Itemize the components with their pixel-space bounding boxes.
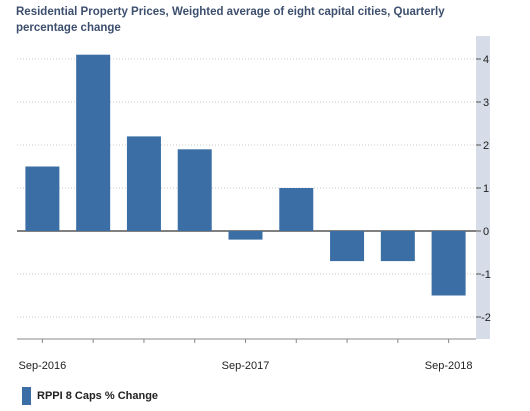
y-tick-label: 3 [483,97,489,109]
legend-label: RPPI 8 Caps % Change [37,390,159,402]
bars [25,54,466,296]
legend[interactable]: RPPI 8 Caps % Change [22,387,158,405]
y-tick-label: 4 [483,54,489,66]
bar [126,136,161,231]
x-tick-label: Sep-2018 [425,360,473,372]
bar [380,231,415,262]
y-tick-label: 1 [483,183,489,195]
bar [177,149,212,231]
legend-swatch [22,387,31,405]
bar [228,231,263,240]
y-tick-label: -2 [481,312,491,324]
bar [25,166,60,231]
y-tick-label: -1 [481,269,491,281]
x-tick-label: Sep-2016 [19,360,67,372]
y-axis-strip [476,36,490,339]
bar [279,188,314,231]
bar [76,54,111,232]
chart-title: Residential Property Prices, Weighted av… [16,6,445,34]
y-tick-label: 2 [483,140,489,152]
y-axis: 4 3 2 1 0 -1 -2 [476,36,491,339]
y-tick-label: 0 [483,226,489,238]
x-tick-label: Sep-2017 [222,360,270,372]
bar [431,231,466,296]
x-axis: Sep-2016 Sep-2017 Sep-2018 [17,338,476,372]
bar [330,231,365,262]
